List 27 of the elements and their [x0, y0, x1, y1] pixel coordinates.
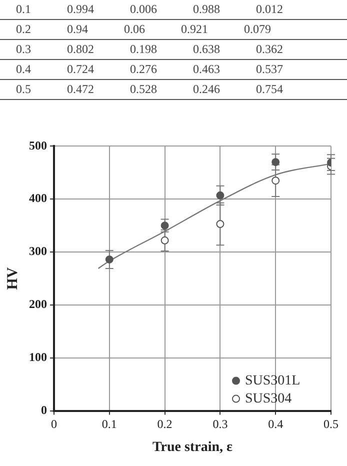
y-tick-label: 400: [29, 191, 47, 206]
x-tick-label: 0.4: [268, 417, 284, 432]
x-tick-label: 0.1: [102, 417, 117, 432]
y-tick-label: 100: [29, 350, 47, 364]
y-tick-label: 500: [29, 138, 47, 152]
y-tick-label: 300: [29, 244, 47, 258]
point: [272, 158, 280, 166]
y-tick-label: 200: [29, 297, 47, 312]
text: 0.5 0.472 0.528 0.246 0.754: [0, 80, 347, 100]
point: [216, 220, 224, 228]
point: [105, 255, 114, 264]
legend-label: SUS304: [245, 391, 292, 406]
x-axis-title: True strain, ε: [152, 440, 233, 456]
x-tick-label: 0.5: [324, 417, 338, 432]
point: [216, 191, 224, 200]
text: 0.2 0.94 0.06 0.921 0.079: [0, 20, 347, 40]
x-tick-label: 0: [51, 417, 57, 432]
x-tick-label: 0.3: [212, 417, 228, 432]
y-axis-title: HV: [4, 267, 21, 290]
text: 0.1 0.994 0.006 0.988 0.012: [0, 0, 347, 20]
y-tick-label: 0: [41, 402, 47, 417]
legend-label: SUS301L: [245, 373, 300, 388]
text: 0.4 0.724 0.276 0.463 0.537: [0, 60, 347, 80]
point: [160, 236, 169, 244]
point: [272, 176, 280, 185]
x-tick-label: 0.2: [157, 417, 172, 432]
text: 0.3 0.802 0.198 0.638 0.362: [0, 40, 347, 60]
